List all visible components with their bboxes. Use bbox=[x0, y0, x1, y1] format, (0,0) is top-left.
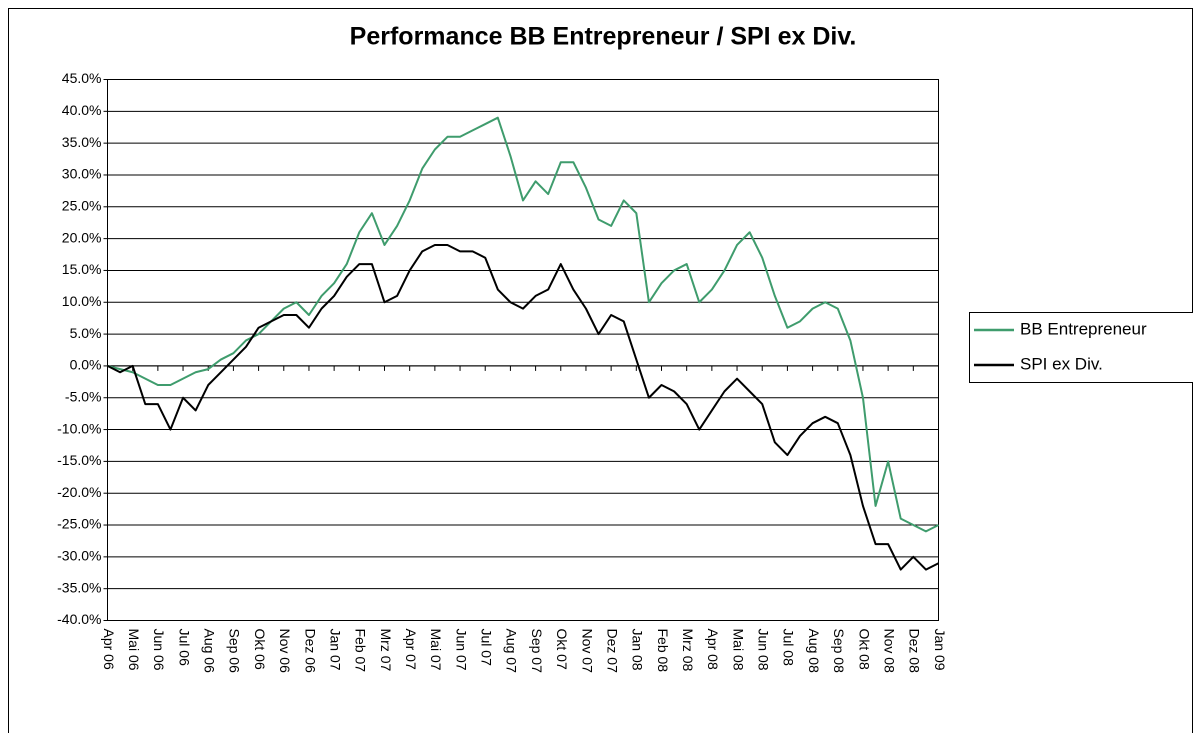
x-tick-label: Nov 06 bbox=[277, 629, 293, 674]
x-tick-label: Jan 09 bbox=[932, 629, 948, 671]
y-tick-label: -40.0% bbox=[57, 611, 101, 627]
x-tick-label: Dez 06 bbox=[302, 629, 318, 674]
y-tick-label: -15.0% bbox=[57, 452, 101, 468]
x-tick-label: Apr 06 bbox=[101, 629, 117, 670]
y-tick-label: -5.0% bbox=[65, 388, 102, 404]
x-tick-label: Nov 07 bbox=[579, 629, 595, 674]
x-tick-label: Sep 08 bbox=[831, 629, 847, 674]
x-tick-label: Jan 08 bbox=[630, 629, 646, 671]
y-tick-label: 0.0% bbox=[70, 357, 102, 373]
x-tick-label: Jul 08 bbox=[781, 629, 797, 667]
x-tick-label: Apr 07 bbox=[403, 629, 419, 670]
x-tick-label: Aug 06 bbox=[202, 629, 218, 674]
x-tick-label: Mai 06 bbox=[126, 629, 142, 671]
x-tick-label: Feb 07 bbox=[353, 629, 369, 673]
legend-label: SPI ex Div. bbox=[1020, 354, 1103, 373]
y-tick-label: 40.0% bbox=[62, 102, 102, 118]
chart-title: Performance BB Entrepreneur / SPI ex Div… bbox=[350, 23, 857, 51]
x-tick-label: Jun 06 bbox=[151, 629, 167, 671]
x-tick-label: Jul 06 bbox=[176, 629, 192, 667]
y-tick-label: 25.0% bbox=[62, 197, 102, 213]
x-tick-label: Aug 08 bbox=[806, 629, 822, 674]
series-line bbox=[107, 243, 939, 571]
y-tick-label: 20.0% bbox=[62, 229, 102, 245]
x-tick-label: Dez 07 bbox=[604, 629, 620, 674]
y-tick-label: 45.0% bbox=[62, 70, 102, 86]
x-tick-label: Dez 08 bbox=[907, 629, 923, 674]
x-tick-label: Feb 08 bbox=[655, 629, 671, 673]
x-tick-label: Sep 07 bbox=[529, 629, 545, 674]
y-tick-label: 35.0% bbox=[62, 134, 102, 150]
x-tick-label: Nov 08 bbox=[881, 629, 897, 674]
x-tick-label: Apr 08 bbox=[705, 629, 721, 670]
x-tick-label: Mai 08 bbox=[730, 629, 746, 671]
plot-area bbox=[107, 79, 939, 621]
x-tick-label: Jan 07 bbox=[327, 629, 343, 671]
y-tick-label: 10.0% bbox=[62, 293, 102, 309]
x-tick-label: Okt 07 bbox=[554, 629, 570, 670]
x-tick-label: Jul 07 bbox=[479, 629, 495, 667]
y-tick-label: -10.0% bbox=[57, 420, 101, 436]
x-tick-label: Mrz 08 bbox=[680, 629, 696, 672]
series-line bbox=[107, 116, 939, 533]
y-tick-label: -30.0% bbox=[57, 548, 101, 564]
x-tick-label: Okt 08 bbox=[856, 629, 872, 670]
y-tick-label: -25.0% bbox=[57, 516, 101, 532]
x-tick-label: Aug 07 bbox=[504, 629, 520, 674]
x-tick-label: Mrz 07 bbox=[378, 629, 394, 672]
y-tick-label: 5.0% bbox=[70, 325, 102, 341]
x-tick-label: Mai 07 bbox=[428, 629, 444, 671]
x-tick-label: Jun 08 bbox=[756, 629, 772, 671]
x-tick-label: Jun 07 bbox=[453, 629, 469, 671]
legend-label: BB Entrepreneur bbox=[1020, 319, 1147, 338]
x-tick-label: Okt 06 bbox=[252, 629, 268, 670]
y-tick-label: -20.0% bbox=[57, 484, 101, 500]
y-tick-label: 30.0% bbox=[62, 166, 102, 182]
y-tick-label: 15.0% bbox=[62, 261, 102, 277]
y-tick-label: -35.0% bbox=[57, 579, 101, 595]
x-tick-label: Sep 06 bbox=[227, 629, 243, 674]
legend bbox=[969, 312, 1193, 383]
